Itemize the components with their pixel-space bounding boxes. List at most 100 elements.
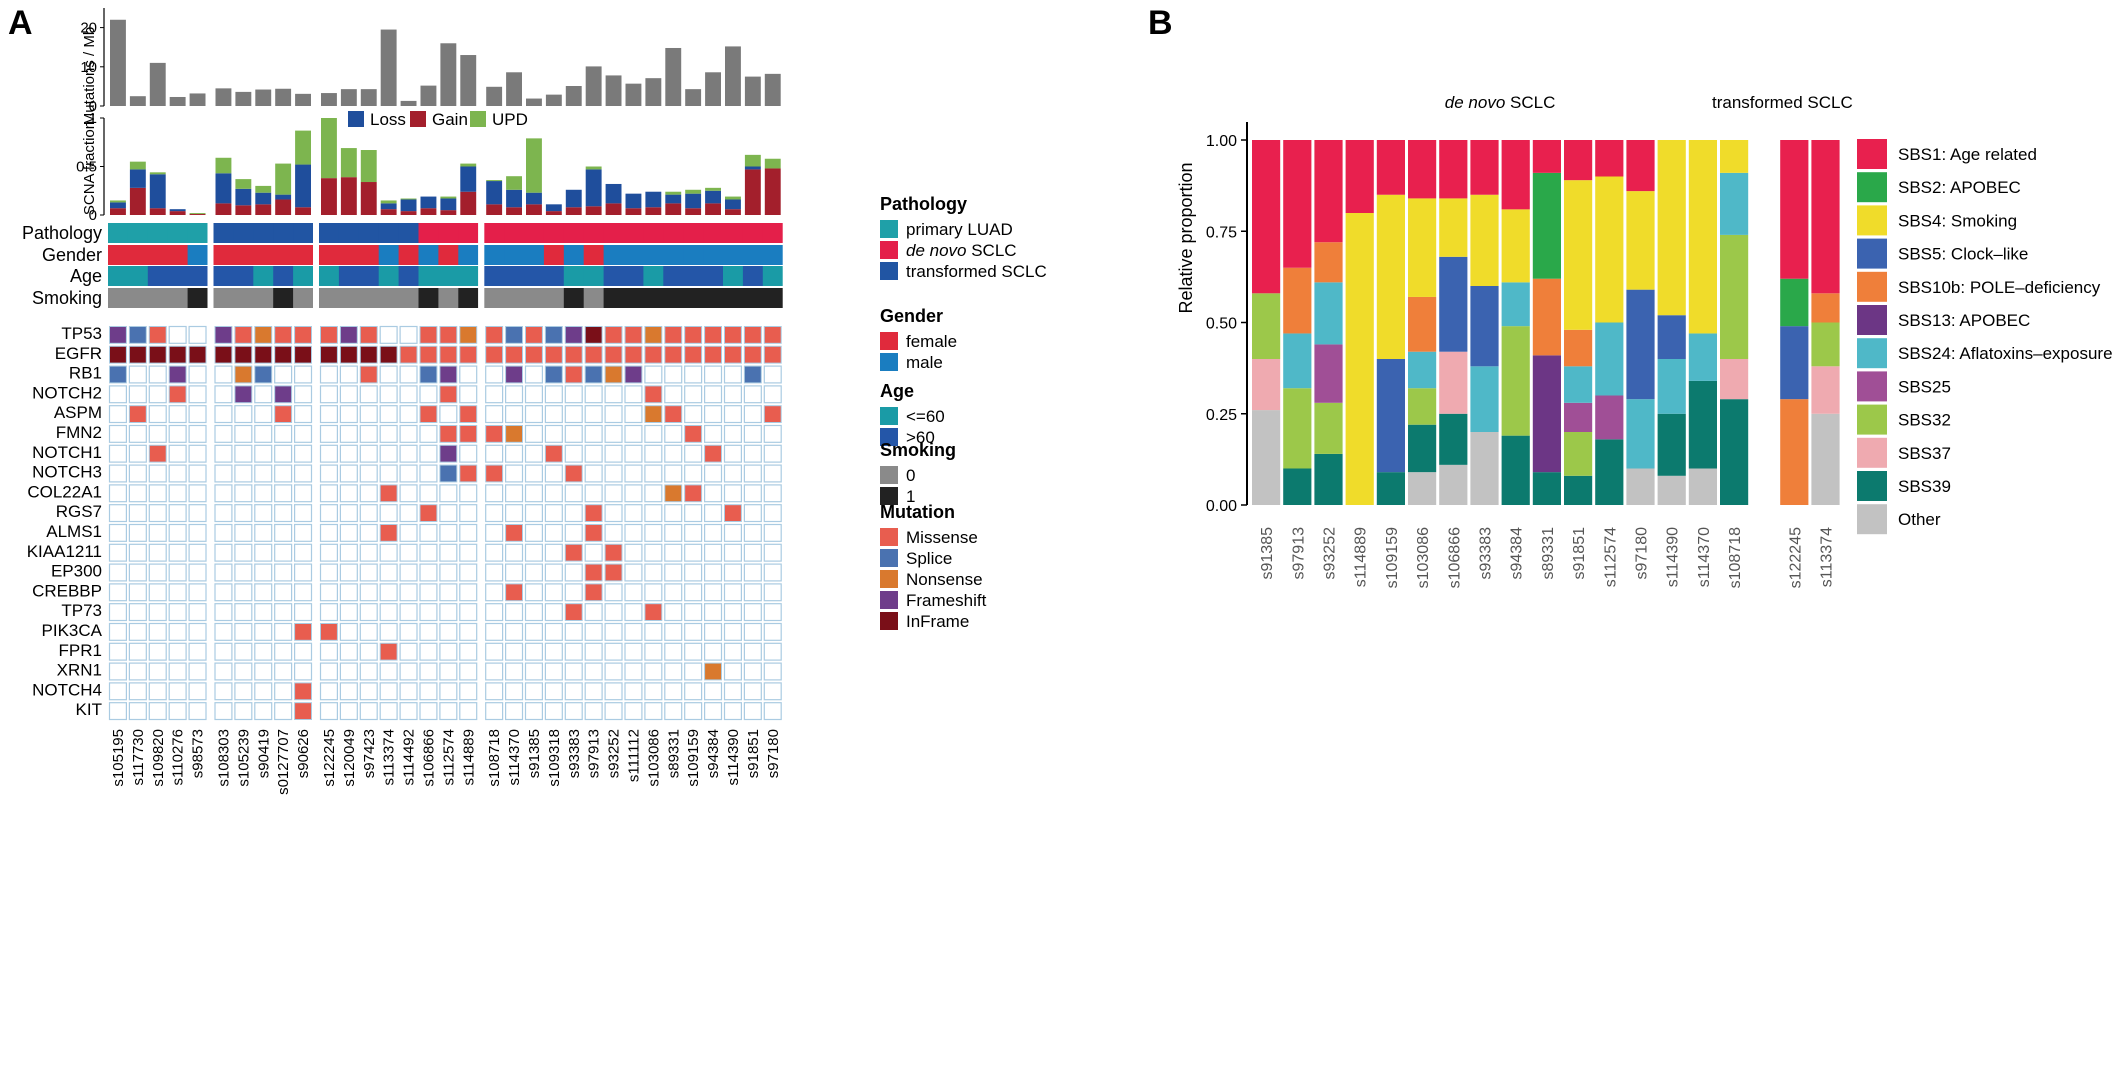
panel-b-sample-label: s94384: [1509, 527, 1526, 580]
legend-label: InFrame: [906, 612, 969, 631]
empty-cell: [624, 702, 643, 721]
sample-label: s105195: [110, 729, 127, 787]
panel-b-sample-label: s91385: [1259, 527, 1276, 580]
gene-label-pik3ca: PIK3CA: [42, 621, 103, 640]
empty-cell: [723, 603, 742, 622]
legend-swatch: [880, 466, 898, 484]
empty-cell: [188, 583, 207, 602]
empty-cell: [399, 662, 418, 681]
empty-cell: [524, 662, 543, 681]
empty-cell: [644, 504, 663, 523]
empty-cell: [234, 662, 253, 681]
empty-cell: [254, 424, 273, 443]
smoking-cell: [167, 288, 189, 308]
empty-cell: [419, 682, 438, 701]
mutation-cell: [724, 345, 742, 364]
empty-cell: [128, 662, 147, 681]
empty-cell: [148, 484, 167, 503]
empty-cell: [723, 642, 742, 661]
empty-cell: [664, 385, 683, 404]
mutation-cell: [148, 345, 167, 364]
empty-cell: [399, 484, 418, 503]
empty-cell: [128, 523, 147, 542]
empty-cell: [294, 642, 313, 661]
empty-cell: [294, 365, 313, 384]
empty-cell: [214, 543, 233, 562]
scna-loss-bar: [645, 191, 662, 208]
empty-cell: [234, 583, 253, 602]
pathology-cell: [398, 223, 420, 243]
tmb-bar: [705, 72, 721, 106]
empty-cell: [274, 484, 293, 503]
mutation-cell: [584, 524, 603, 542]
age-cell: [319, 266, 340, 286]
empty-cell: [148, 622, 167, 641]
empty-cell: [419, 702, 438, 721]
age-cell: [398, 266, 420, 286]
mutation-cell: [188, 345, 207, 364]
empty-cell: [359, 682, 378, 701]
empty-cell: [703, 523, 723, 542]
smoking-cell: [213, 288, 234, 308]
mutation-cell: [644, 603, 663, 622]
empty-cell: [544, 682, 563, 701]
empty-cell: [763, 702, 782, 721]
panel-b-sample-label: s97180: [1634, 527, 1651, 580]
gender-cell: [358, 245, 380, 265]
scna-loss-bar: [129, 169, 146, 188]
empty-cell: [188, 484, 207, 503]
empty-cell: [168, 325, 187, 344]
signature-segment: [1688, 333, 1717, 381]
empty-cell: [684, 682, 703, 701]
empty-cell: [439, 523, 458, 542]
empty-cell: [459, 622, 478, 641]
signature-segment: [1564, 180, 1593, 330]
empty-cell: [644, 464, 663, 483]
empty-cell: [234, 603, 253, 622]
empty-cell: [439, 543, 458, 562]
gene-label-egfr: EGFR: [55, 344, 102, 363]
empty-cell: [379, 325, 398, 344]
smoking-cell: [543, 288, 565, 308]
empty-cell: [274, 563, 293, 582]
scna-upd-bar: [685, 189, 702, 194]
signature-segment: [1408, 198, 1437, 297]
signature-segment: [1564, 432, 1593, 476]
sample-label: s103086: [645, 729, 662, 787]
mutation-cell: [704, 444, 722, 463]
legend-swatch: [880, 528, 898, 546]
mutation-cell: [320, 345, 338, 364]
empty-cell: [644, 702, 663, 721]
pathology-cell: [147, 223, 169, 243]
empty-cell: [168, 405, 187, 424]
scna-loss-bar: [110, 202, 126, 209]
gene-label-tp73: TP73: [61, 601, 102, 620]
signature-segment: [1657, 475, 1686, 505]
signature-segment: [1470, 286, 1499, 367]
sample-label: s112574: [440, 729, 457, 785]
scna-legend-swatch: [410, 111, 426, 127]
annotation-legends: Pathology primary LUAD de novo SCLC transfo…: [880, 194, 1047, 631]
gender-cell: [167, 245, 189, 265]
pathology-cell: [358, 223, 380, 243]
empty-cell: [664, 464, 683, 483]
empty-cell: [644, 642, 663, 661]
mutation-cell: [704, 345, 722, 364]
sample-label: s0127707: [275, 729, 292, 795]
empty-cell: [459, 702, 478, 721]
empty-cell: [524, 464, 543, 483]
mutation-cell: [564, 365, 583, 384]
empty-cell: [763, 444, 782, 463]
signature-legend-swatch: [1857, 338, 1887, 369]
empty-cell: [339, 424, 358, 443]
signature-segment: [1657, 359, 1686, 414]
signature-legend-label: SBS32: [1898, 411, 1951, 430]
panel-b-sample-label: s108718: [1727, 527, 1744, 588]
smoking-cell: [108, 288, 129, 308]
scna-loss-bar: [255, 192, 272, 205]
empty-cell: [168, 484, 187, 503]
gender-cell: [319, 245, 340, 265]
mutation-cell: [274, 345, 293, 364]
empty-cell: [485, 405, 504, 424]
empty-cell: [188, 444, 207, 463]
